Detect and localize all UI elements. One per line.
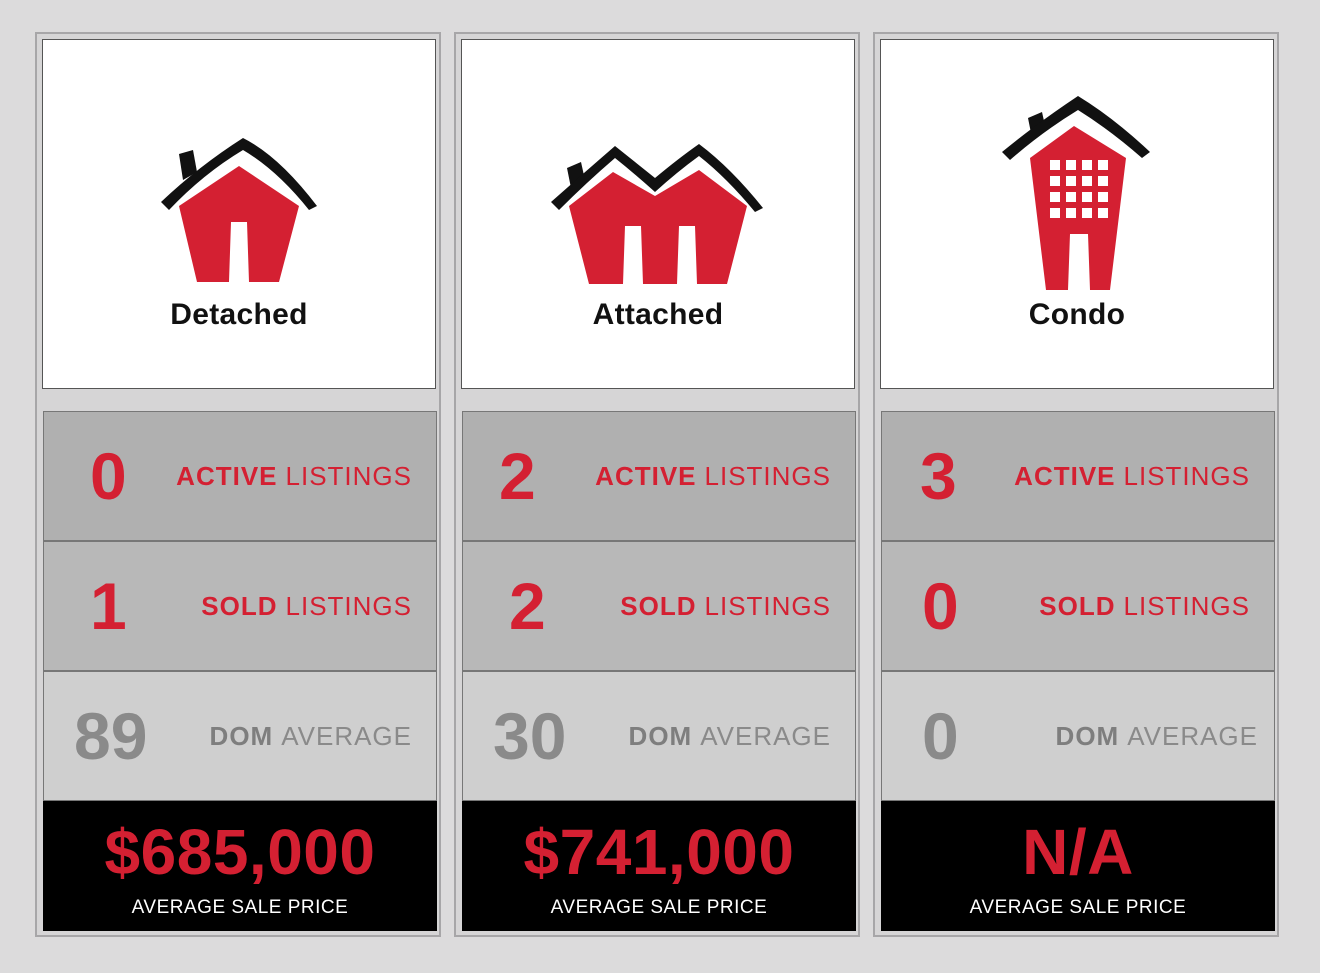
dom-average-value: 89 (74, 699, 148, 773)
card-title: Attached (592, 298, 724, 331)
sold-listings-row: 2 SOLD LISTINGS (462, 541, 856, 671)
dom-average-value: 0 (922, 699, 959, 773)
dom-average-value: 30 (493, 699, 567, 773)
active-listings-count: 0 (90, 439, 127, 513)
dom-average-label: DOM AVERAGE (209, 720, 412, 751)
average-sale-price-box: $685,000 AVERAGE SALE PRICE (43, 801, 437, 931)
sold-listings-count: 1 (90, 569, 127, 643)
dom-average-label: DOM AVERAGE (628, 720, 831, 751)
attached-house-icon (462, 140, 854, 286)
active-listings-row: 3 ACTIVE LISTINGS (881, 411, 1275, 541)
average-sale-price-box: N/A AVERAGE SALE PRICE (881, 801, 1275, 931)
card-header: Condo (880, 39, 1274, 389)
card-title: Condo (1028, 298, 1126, 331)
average-sale-price-caption: AVERAGE SALE PRICE (550, 897, 768, 918)
average-sale-price-caption: AVERAGE SALE PRICE (969, 897, 1187, 918)
dom-average-row: 0 DOM AVERAGE (881, 671, 1275, 801)
dom-average-row: 89 DOM AVERAGE (43, 671, 437, 801)
condo-building-icon (881, 94, 1273, 294)
sold-listings-label: SOLD LISTINGS (620, 590, 831, 621)
card-header: Attached (461, 39, 855, 389)
active-listings-row: 0 ACTIVE LISTINGS (43, 411, 437, 541)
sold-listings-count: 0 (922, 569, 959, 643)
average-sale-price: $741,000 (523, 816, 795, 888)
sold-listings-label: SOLD LISTINGS (201, 590, 412, 621)
card-detached: Detached 0 ACTIVE LISTINGS 1 SOLD LISTIN… (35, 32, 441, 937)
sold-listings-count: 2 (509, 569, 546, 643)
sold-listings-label: SOLD LISTINGS (1039, 590, 1250, 621)
sold-listings-row: 0 SOLD LISTINGS (881, 541, 1275, 671)
average-sale-price: $685,000 (104, 816, 376, 888)
dom-average-row: 30 DOM AVERAGE (462, 671, 856, 801)
card-header: Detached (42, 39, 436, 389)
detached-house-icon (43, 136, 435, 286)
active-listings-label: ACTIVE LISTINGS (176, 460, 412, 491)
card-condo: Condo 3 ACTIVE LISTINGS 0 SOLD LISTINGS … (873, 32, 1279, 937)
active-listings-row: 2 ACTIVE LISTINGS (462, 411, 856, 541)
active-listings-count: 3 (920, 439, 957, 513)
active-listings-label: ACTIVE LISTINGS (1014, 460, 1250, 491)
active-listings-label: ACTIVE LISTINGS (595, 460, 831, 491)
card-title: Detached (170, 298, 308, 331)
average-sale-price-box: $741,000 AVERAGE SALE PRICE (462, 801, 856, 931)
average-sale-price: N/A (1022, 816, 1134, 888)
average-sale-price-caption: AVERAGE SALE PRICE (131, 897, 349, 918)
sold-listings-row: 1 SOLD LISTINGS (43, 541, 437, 671)
active-listings-count: 2 (499, 439, 536, 513)
dom-average-label: DOM AVERAGE (1055, 720, 1258, 751)
card-attached: Attached 2 ACTIVE LISTINGS 2 SOLD LISTIN… (454, 32, 860, 937)
